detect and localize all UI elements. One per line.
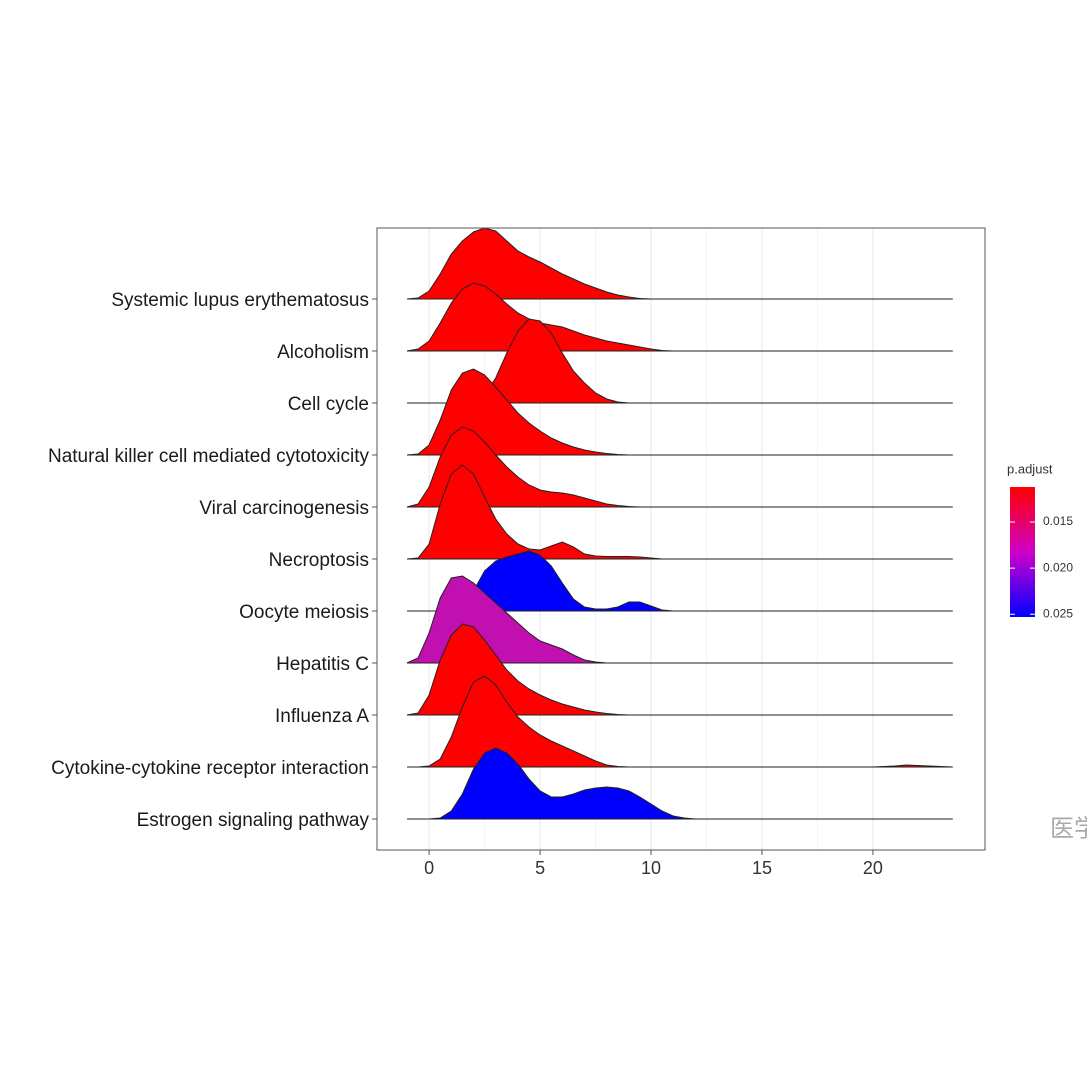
category-label: Hepatitis C: [276, 654, 369, 675]
x-tick-label: 15: [752, 858, 772, 878]
x-tick-label: 5: [535, 858, 545, 878]
ridge: [406, 464, 953, 560]
panel-border: [376, 227, 986, 851]
category-label: Estrogen signaling pathway: [137, 810, 370, 831]
category-label: Alcoholism: [277, 342, 369, 363]
category-label: Necroptosis: [269, 550, 369, 571]
category-label: Cell cycle: [288, 394, 369, 415]
x-tick-label: 20: [863, 858, 883, 878]
colorbar-tick-label: 0.020: [1043, 560, 1073, 574]
x-tick-label: 0: [424, 858, 434, 878]
category-label: Influenza A: [275, 706, 369, 727]
ridge: [407, 675, 953, 768]
x-tick-label: 10: [641, 858, 661, 878]
category-label: Cytokine-cytokine receptor interaction: [51, 758, 369, 779]
colorbar-tick-label: 0.015: [1043, 514, 1073, 528]
category-label: Systemic lupus erythematosus: [111, 290, 369, 311]
colorbar-tick-label: 0.025: [1043, 606, 1073, 620]
category-label: Natural killer cell mediated cytotoxicit…: [48, 446, 370, 467]
ridge: [406, 227, 953, 300]
ridge: [407, 747, 953, 820]
category-label: Viral carcinogenesis: [199, 498, 369, 519]
ridge: [406, 368, 953, 456]
watermark: 医学方: [1050, 815, 1087, 842]
ridges: [406, 227, 953, 820]
legend-title: p.adjust: [1007, 461, 1053, 476]
colorbar: [1010, 487, 1035, 617]
category-label: Oocyte meiosis: [239, 602, 369, 623]
ridge: [406, 623, 953, 716]
